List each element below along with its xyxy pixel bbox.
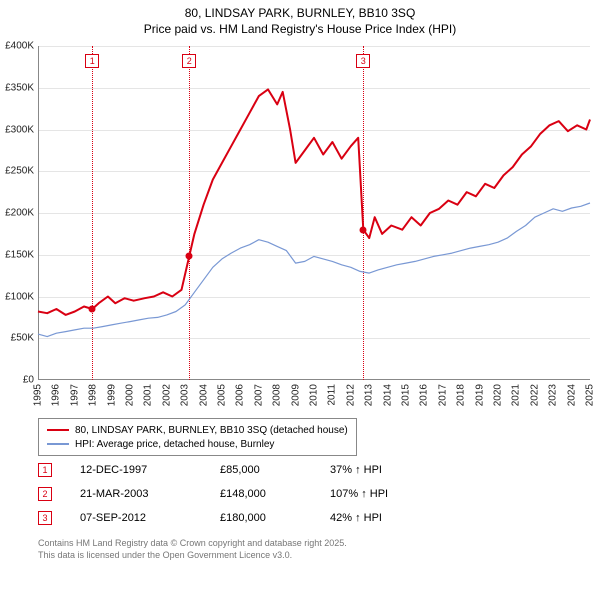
sale-point-dot [360, 226, 367, 233]
event-date: 21-MAR-2003 [80, 488, 220, 500]
footer-line-2: This data is licensed under the Open Gov… [38, 550, 347, 562]
legend-swatch [47, 443, 69, 445]
x-tick-label: 2020 [493, 384, 504, 406]
event-pct: 107% ↑ HPI [330, 488, 450, 500]
x-tick-label: 2005 [217, 384, 228, 406]
y-tick-label: £150K [0, 249, 38, 260]
x-tick-label: 2009 [290, 384, 301, 406]
x-tick-label: 2023 [548, 384, 559, 406]
x-tick-label: 2015 [401, 384, 412, 406]
footer-line-1: Contains HM Land Registry data © Crown c… [38, 538, 347, 550]
x-tick-label: 2019 [474, 384, 485, 406]
title-line-2: Price paid vs. HM Land Registry's House … [0, 22, 600, 38]
event-number-box: 3 [38, 511, 52, 525]
legend-item: HPI: Average price, detached house, Burn… [47, 437, 348, 451]
x-tick-label: 2017 [437, 384, 448, 406]
event-number-box: 2 [38, 487, 52, 501]
x-tick-label: 2011 [327, 384, 338, 406]
series-line [38, 203, 590, 337]
x-tick-label: 2003 [180, 384, 191, 406]
event-price: £180,000 [220, 512, 330, 524]
sale-point-dot [89, 306, 96, 313]
x-tick-label: 2025 [585, 384, 596, 406]
x-tick-label: 1999 [106, 384, 117, 406]
x-tick-label: 2002 [161, 384, 172, 406]
event-pct: 42% ↑ HPI [330, 512, 450, 524]
chart-title: 80, LINDSAY PARK, BURNLEY, BB10 3SQ Pric… [0, 0, 600, 37]
x-tick-label: 2024 [566, 384, 577, 406]
x-tick-label: 2014 [382, 384, 393, 406]
legend: 80, LINDSAY PARK, BURNLEY, BB10 3SQ (det… [38, 418, 357, 456]
events-table: 1 12-DEC-1997 £85,000 37% ↑ HPI 2 21-MAR… [38, 458, 450, 530]
x-tick-label: 2008 [272, 384, 283, 406]
y-tick-label: £350K [0, 82, 38, 93]
series-line [38, 89, 590, 315]
series-lines [38, 46, 590, 380]
event-date: 12-DEC-1997 [80, 464, 220, 476]
title-line-1: 80, LINDSAY PARK, BURNLEY, BB10 3SQ [0, 6, 600, 22]
legend-label: HPI: Average price, detached house, Burn… [75, 439, 274, 450]
y-tick-label: £250K [0, 166, 38, 177]
event-pct: 37% ↑ HPI [330, 464, 450, 476]
x-tick-label: 2006 [235, 384, 246, 406]
sale-point-dot [186, 253, 193, 260]
event-row: 1 12-DEC-1997 £85,000 37% ↑ HPI [38, 458, 450, 482]
x-tick-label: 2012 [345, 384, 356, 406]
x-tick-label: 2013 [364, 384, 375, 406]
legend-label: 80, LINDSAY PARK, BURNLEY, BB10 3SQ (det… [75, 425, 348, 436]
event-row: 2 21-MAR-2003 £148,000 107% ↑ HPI [38, 482, 450, 506]
x-tick-label: 2018 [456, 384, 467, 406]
x-tick-label: 2016 [419, 384, 430, 406]
x-tick-label: 1995 [33, 384, 44, 406]
event-number-box: 1 [38, 463, 52, 477]
x-tick-label: 2000 [125, 384, 136, 406]
x-tick-label: 2022 [529, 384, 540, 406]
y-tick-label: £50K [0, 333, 38, 344]
y-tick-label: £400K [0, 41, 38, 52]
y-tick-label: £100K [0, 291, 38, 302]
event-price: £85,000 [220, 464, 330, 476]
x-tick-label: 1996 [51, 384, 62, 406]
x-tick-label: 2004 [198, 384, 209, 406]
y-tick-label: £200K [0, 208, 38, 219]
attribution-footer: Contains HM Land Registry data © Crown c… [38, 538, 347, 561]
x-tick-label: 1997 [69, 384, 80, 406]
x-tick-label: 1998 [88, 384, 99, 406]
x-tick-label: 2007 [253, 384, 264, 406]
event-date: 07-SEP-2012 [80, 512, 220, 524]
legend-swatch [47, 429, 69, 431]
x-tick-label: 2010 [309, 384, 320, 406]
y-tick-label: £300K [0, 124, 38, 135]
x-tick-label: 2021 [511, 384, 522, 406]
event-row: 3 07-SEP-2012 £180,000 42% ↑ HPI [38, 506, 450, 530]
event-price: £148,000 [220, 488, 330, 500]
chart-container: 80, LINDSAY PARK, BURNLEY, BB10 3SQ Pric… [0, 0, 600, 590]
legend-item: 80, LINDSAY PARK, BURNLEY, BB10 3SQ (det… [47, 423, 348, 437]
x-tick-label: 2001 [143, 384, 154, 406]
